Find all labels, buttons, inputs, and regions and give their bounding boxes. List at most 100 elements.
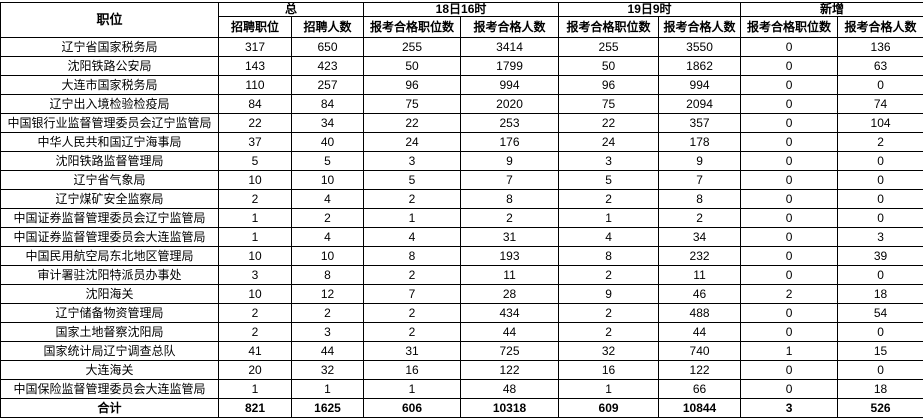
position-name-cell: 审计署驻沈阳特派员办事处 [0,265,219,286]
day19-qualified-count-cell: 994 [658,75,742,96]
sub-header-day19-qualified-count: 报考合格人数 [658,16,742,39]
position-name-cell: 沈阳铁路公安局 [0,56,219,77]
day18-qualified-count-cell: 994 [460,75,560,96]
total-positions-cell: 821 [218,398,292,419]
day18-qualified-count-cell: 2020 [460,94,560,115]
new-qualified-positions-cell: 0 [740,37,839,58]
total-headcount-cell: 3 [290,322,365,343]
new-qualified-count-cell: 18 [837,379,923,400]
table-row: 中华人民共和国辽宁海事局 37 40 24 176 24 178 0 2 [0,132,923,153]
new-qualified-positions-cell: 0 [740,303,839,324]
day18-qualified-positions-cell: 606 [363,398,462,419]
day19-qualified-positions-cell: 2 [558,322,660,343]
new-qualified-count-cell: 136 [837,37,923,58]
total-positions-cell: 10 [218,246,292,267]
day19-qualified-positions-cell: 9 [558,284,660,305]
position-name-cell: 沈阳铁路监督管理局 [0,151,219,172]
new-qualified-positions-cell: 1 [740,341,839,362]
total-positions-cell: 110 [218,75,292,96]
day19-qualified-positions-cell: 1 [558,208,660,229]
new-qualified-count-cell: 104 [837,113,923,134]
total-headcount-cell: 84 [290,94,365,115]
total-headcount-cell: 44 [290,341,365,362]
day19-qualified-positions-cell: 24 [558,132,660,153]
day19-qualified-positions-cell: 2 [558,189,660,210]
new-qualified-positions-cell: 0 [740,322,839,343]
day19-qualified-count-cell: 66 [658,379,742,400]
table-row: 国家统计局辽宁调查总队 41 44 31 725 32 740 1 15 [0,341,923,362]
total-positions-cell: 41 [218,341,292,362]
day19-qualified-count-cell: 10844 [658,398,742,419]
day19-qualified-count-cell: 3550 [658,37,742,58]
day18-qualified-positions-cell: 75 [363,94,462,115]
day18-qualified-count-cell: 7 [460,170,560,191]
day18-qualified-positions-cell: 16 [363,360,462,381]
day19-qualified-count-cell: 357 [658,113,742,134]
day19-qualified-positions-cell: 8 [558,246,660,267]
day18-qualified-count-cell: 253 [460,113,560,134]
total-headcount-cell: 1625 [290,398,365,419]
new-qualified-count-cell: 63 [837,56,923,77]
total-positions-cell: 37 [218,132,292,153]
day18-qualified-positions-cell: 3 [363,151,462,172]
day19-qualified-count-cell: 46 [658,284,742,305]
day19-qualified-count-cell: 7 [658,170,742,191]
day19-qualified-count-cell: 2 [658,208,742,229]
new-qualified-positions-cell: 0 [740,246,839,267]
day18-qualified-count-cell: 44 [460,322,560,343]
day19-qualified-count-cell: 34 [658,227,742,248]
day18-qualified-count-cell: 3414 [460,37,560,58]
total-positions-cell: 20 [218,360,292,381]
new-qualified-count-cell: 0 [837,151,923,172]
total-positions-cell: 143 [218,56,292,77]
day18-qualified-positions-cell: 22 [363,113,462,134]
table-row: 辽宁省气象局 10 10 5 7 5 7 0 0 [0,170,923,191]
day18-qualified-count-cell: 48 [460,379,560,400]
position-name-cell: 辽宁煤矿安全监察局 [0,189,219,210]
new-qualified-count-cell: 39 [837,246,923,267]
table-row: 沈阳铁路公安局 143 423 50 1799 50 1862 0 63 [0,56,923,77]
total-headcount-cell: 2 [290,303,365,324]
new-qualified-count-cell: 0 [837,170,923,191]
day18-qualified-count-cell: 434 [460,303,560,324]
total-positions-cell: 1 [218,379,292,400]
new-qualified-count-cell: 54 [837,303,923,324]
table-row: 中国保险监督管理委员会大连监管局 1 1 1 48 1 66 0 18 [0,379,923,400]
day19-qualified-count-cell: 8 [658,189,742,210]
position-name-cell: 国家土地督察沈阳局 [0,322,219,343]
day18-qualified-count-cell: 725 [460,341,560,362]
position-name-cell: 辽宁储备物资管理局 [0,303,219,324]
position-name-cell: 沈阳海关 [0,284,219,305]
table-row: 沈阳海关 10 12 7 28 9 46 2 18 [0,284,923,305]
table-row: 中国银行业监督管理委员会辽宁监管局 22 34 22 253 22 357 0 … [0,113,923,134]
day19-qualified-positions-cell: 2 [558,303,660,324]
new-qualified-positions-cell: 0 [740,75,839,96]
total-headcount-cell: 5 [290,151,365,172]
new-qualified-positions-cell: 3 [740,398,839,419]
day19-qualified-positions-cell: 1 [558,379,660,400]
total-headcount-cell: 1 [290,379,365,400]
day18-qualified-count-cell: 193 [460,246,560,267]
total-positions-cell: 2 [218,189,292,210]
sub-header-recruit-positions: 招聘职位 [218,16,292,39]
sub-header-day18-qualified-count: 报考合格人数 [460,16,560,39]
day18-qualified-count-cell: 9 [460,151,560,172]
new-qualified-positions-cell: 0 [740,94,839,115]
day18-qualified-positions-cell: 7 [363,284,462,305]
new-qualified-count-cell: 3 [837,227,923,248]
day18-qualified-positions-cell: 96 [363,75,462,96]
total-headcount-cell: 32 [290,360,365,381]
table-row: 国家土地督察沈阳局 2 3 2 44 2 44 0 0 [0,322,923,343]
new-qualified-count-cell: 0 [837,189,923,210]
total-headcount-cell: 2 [290,208,365,229]
day18-qualified-count-cell: 31 [460,227,560,248]
day18-qualified-positions-cell: 255 [363,37,462,58]
new-qualified-count-cell: 2 [837,132,923,153]
day19-qualified-count-cell: 740 [658,341,742,362]
day18-qualified-positions-cell: 50 [363,56,462,77]
total-positions-cell: 2 [218,303,292,324]
day18-qualified-positions-cell: 2 [363,189,462,210]
position-name-cell: 辽宁省国家税务局 [0,37,219,58]
new-qualified-count-cell: 526 [837,398,923,419]
